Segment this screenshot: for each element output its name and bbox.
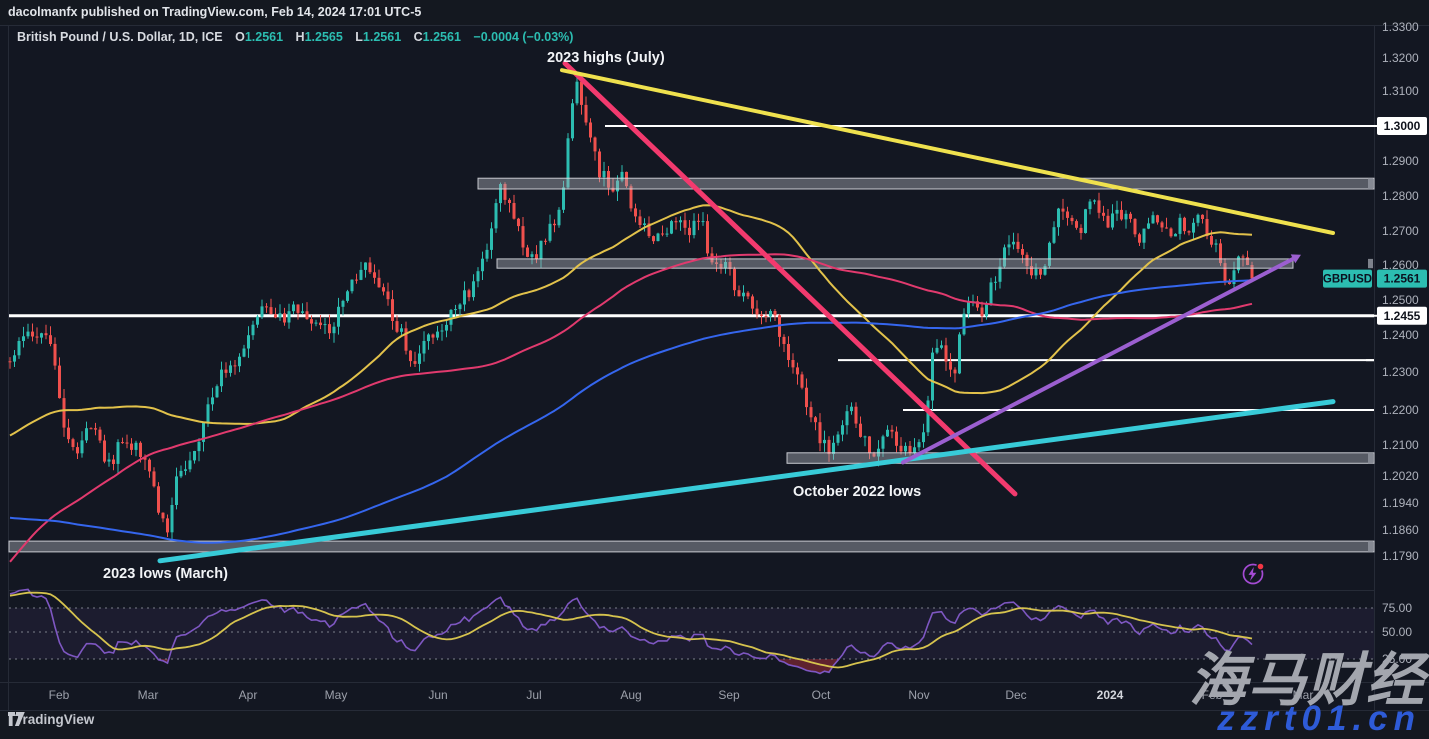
- svg-text:1.3000: 1.3000: [1384, 119, 1421, 133]
- zone-2023-march-lows: [8, 540, 1375, 553]
- publish-line: dacolmanfx published on TradingView.com,…: [8, 5, 422, 19]
- svg-text:GBPUSD: GBPUSD: [1323, 274, 1372, 286]
- yellow-downtrend-resistance: [560, 68, 1335, 235]
- annotation-label: 2023 highs (July): [547, 50, 665, 66]
- annotation-label: October 2022 lows: [793, 484, 921, 500]
- chart-annotations: 2023 highs (July) October 2022 lows 2023 l…: [103, 50, 921, 582]
- price-tick-label: 1.2600: [1382, 258, 1419, 272]
- long-term-uptrend-support: [157, 399, 1336, 564]
- price-axis[interactable]: 1.3300 1.3200 1.3100 1.3000 1.2900 1.2800 1.27…: [1323, 20, 1427, 666]
- symbol-legend[interactable]: British Pound / U.S. Dollar, 1D, ICE O1.…: [17, 30, 573, 44]
- candlestick-series[interactable]: [8, 73, 1254, 542]
- zone-axis-marker: [1368, 258, 1373, 269]
- ohlc-open: O1.2561: [235, 30, 284, 44]
- flash-ideas-icon[interactable]: [1242, 562, 1265, 585]
- price-tick-label: 1.2020: [1382, 469, 1419, 483]
- zone-axis-marker: [1368, 541, 1373, 552]
- watermark-site-name: 海马财经: [1188, 648, 1425, 713]
- sma-50: [9, 204, 1253, 437]
- price-tick-label: 1.2900: [1382, 154, 1419, 168]
- zone-1.2820-1.2850: [477, 177, 1375, 190]
- rsi-ma-line: [9, 591, 1253, 669]
- footer-bar: TradingView: [8, 712, 94, 727]
- time-tick-label: Mar: [1293, 688, 1314, 702]
- rsi-tick-label: 75.00: [1382, 601, 1412, 615]
- time-tick-label: Jul: [526, 688, 541, 702]
- price-tick-label: 1.2700: [1382, 224, 1419, 238]
- time-tick-label: Aug: [620, 688, 641, 702]
- price-tick-label: 1.1790: [1382, 549, 1419, 563]
- pane-frame: [0, 25, 1429, 711]
- time-tick-label: Feb: [49, 688, 70, 702]
- tradingview-brand[interactable]: TradingView: [15, 712, 95, 727]
- sma-200: [9, 279, 1252, 544]
- price-level-chip: [1377, 306, 1427, 325]
- price-tick-label: 1.2800: [1382, 189, 1419, 203]
- trendline-arrowhead: [1290, 254, 1301, 264]
- time-tick-label: Feb: [1202, 688, 1223, 702]
- time-tick-label: Dec: [1005, 688, 1026, 702]
- svg-text:1.2561: 1.2561: [1384, 272, 1421, 286]
- time-axis[interactable]: Feb Mar Apr May Jun Jul Aug Sep Oct Nov Dec 2024 Feb…: [49, 688, 1314, 702]
- price-level-chip: [1377, 117, 1427, 135]
- ohlc-close: C1.2561: [413, 30, 461, 44]
- ohlc-high: H1.2565: [295, 30, 343, 44]
- moving-averages: [9, 204, 1253, 563]
- november-uptrend: [901, 256, 1295, 465]
- zone-1.2590-1.2620: [496, 258, 1294, 269]
- symbol-title: British Pound / U.S. Dollar, 1D, ICE: [17, 30, 223, 44]
- rsi-tick-label: 50.00: [1382, 625, 1412, 639]
- price-tick-label: 1.2500: [1382, 293, 1419, 307]
- support-resistance-zones: [8, 177, 1375, 553]
- svg-text:1.2455: 1.2455: [1384, 309, 1421, 323]
- zone-october-2022-lows: [786, 452, 1375, 464]
- time-tick-label: Apr: [239, 688, 258, 702]
- ohlc-low: L1.2561: [355, 30, 402, 44]
- time-tick-label: Sep: [718, 688, 740, 702]
- rsi-tick-label: 25.00: [1382, 652, 1412, 666]
- price-tick-label: 1.2300: [1382, 365, 1419, 379]
- watermark-site-url: zzrt01.cn: [1217, 699, 1421, 738]
- sma-100: [9, 253, 1253, 563]
- annotation-label: 2023 lows (March): [103, 566, 228, 582]
- time-tick-label: May: [325, 688, 348, 702]
- price-tick-label: 1.1860: [1382, 523, 1419, 537]
- trendlines[interactable]: [157, 60, 1336, 564]
- time-tick-label: Mar: [138, 688, 159, 702]
- time-tick-label: Nov: [908, 688, 929, 702]
- price-tick-label: 1.2400: [1382, 328, 1419, 342]
- price-tick-label: 1.2200: [1382, 403, 1419, 417]
- price-change: −0.0004 (−0.03%): [473, 30, 574, 44]
- zone-axis-marker: [1368, 178, 1373, 189]
- price-levels: [9, 125, 1374, 411]
- rsi-line: [9, 588, 1253, 675]
- price-tick-label: 1.3200: [1382, 51, 1419, 65]
- symbol-chip: [1323, 269, 1372, 288]
- zone-axis-marker: [1368, 452, 1373, 464]
- steep-downtrend-from-2023-highs: [562, 60, 1018, 497]
- price-tick-label: 1.1940: [1382, 496, 1419, 510]
- price-tick-label: 1.3300: [1382, 20, 1419, 34]
- time-tick-label: 2024: [1097, 688, 1124, 702]
- price-tick-label: 1.3100: [1382, 84, 1419, 98]
- rsi-pane[interactable]: [9, 588, 1374, 675]
- price-tick-label: 1.2100: [1382, 438, 1419, 452]
- last-price-chip: [1377, 269, 1427, 288]
- time-tick-label: Jun: [428, 688, 447, 702]
- time-tick-label: Oct: [812, 688, 831, 702]
